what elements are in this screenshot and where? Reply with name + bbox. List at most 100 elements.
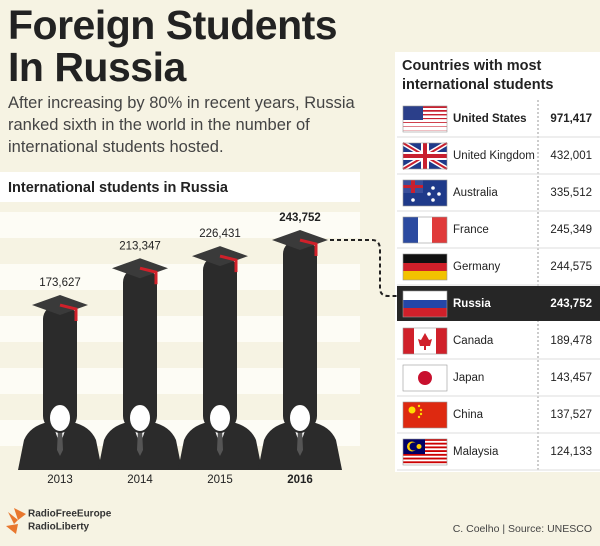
country-name: United Kingdom: [453, 150, 535, 162]
flag-part: [417, 415, 421, 419]
flag-part: [419, 408, 423, 412]
flag-part: [418, 371, 432, 385]
student-count: 244,575: [550, 261, 592, 273]
flag-border: [402, 142, 448, 170]
student-count: 971,417: [550, 113, 592, 125]
table-title: Countries with most international studen…: [402, 58, 554, 93]
value-label: 243,752: [279, 212, 321, 224]
subtitle: After increasing by 80% in recent years,…: [8, 94, 355, 156]
flag-part: [403, 254, 447, 263]
tassel: [299, 238, 318, 257]
flag-part: [403, 263, 447, 271]
value-label: 226,431: [199, 228, 241, 240]
face: [48, 403, 72, 433]
table-row: Australia 335,512: [397, 179, 600, 212]
tie: [217, 428, 223, 456]
flag: [403, 217, 447, 243]
table-row: France 245,349: [397, 216, 600, 249]
flag: [403, 365, 447, 391]
flag-part: [431, 186, 435, 190]
flag-part: [403, 461, 447, 464]
table-row: United States 971,417: [397, 105, 600, 138]
tassel: [139, 266, 158, 285]
flag-part: [403, 402, 447, 428]
table-row: Canada 189,478: [397, 327, 600, 360]
flag: [403, 180, 447, 206]
chart-title: International students in Russia: [8, 180, 229, 196]
flag-border: [402, 216, 448, 244]
logo-text: RadioLiberty: [28, 522, 90, 533]
bar: [283, 240, 317, 430]
country-name: Canada: [453, 335, 494, 347]
x-tick-label: 2014: [127, 474, 153, 486]
country-name: China: [453, 409, 484, 421]
flag-part: [418, 333, 432, 350]
flag-border: [402, 401, 448, 429]
face: [128, 403, 152, 433]
flag-part: [403, 185, 423, 188]
flag: [403, 402, 447, 428]
flag-part: [408, 406, 416, 414]
flag-part: [403, 124, 447, 126]
flag-part: [403, 128, 447, 130]
bar: [43, 305, 77, 430]
chart-title-band: [0, 172, 360, 202]
flag-part: [409, 442, 418, 451]
x-tick-label: 2013: [47, 474, 73, 486]
flag: [403, 291, 447, 317]
flag-part: [403, 106, 447, 108]
flag-part: [403, 109, 447, 112]
flag-part: [432, 217, 447, 243]
flag-border: [402, 179, 448, 207]
flag: [403, 328, 447, 354]
student-count: 245,349: [550, 224, 592, 236]
flag: [403, 439, 447, 465]
flag-border: [402, 105, 448, 133]
flag-part: [403, 113, 447, 116]
value-label: 173,627: [39, 277, 81, 289]
x-tick-label: 2016: [287, 474, 313, 486]
student-count: 124,133: [550, 446, 592, 458]
value-label: 213,347: [119, 240, 161, 252]
flag-part: [436, 328, 447, 354]
tie: [137, 428, 143, 456]
credit: C. Coelho | Source: UNESCO: [453, 523, 592, 535]
flag-part: [403, 120, 447, 122]
table-row: United Kingdom 432,001: [397, 140, 600, 175]
country-name: Germany: [453, 261, 501, 273]
flag-part: [403, 453, 447, 456]
logo-text: RadioFreeEurope: [28, 509, 112, 520]
bar: [203, 256, 237, 430]
table-row: Russia 243,752: [397, 286, 600, 321]
flag-part: [418, 217, 432, 243]
student-count: 335,512: [550, 187, 592, 199]
flag-part: [403, 308, 447, 317]
flag-part: [403, 117, 447, 120]
table-row: China 137,527: [397, 401, 600, 434]
table-row: Malaysia 124,133: [397, 438, 600, 471]
table-row: Japan 143,457: [397, 364, 600, 397]
student-count: 143,457: [550, 372, 592, 384]
country-name: Russia: [453, 298, 491, 310]
flag: [403, 106, 447, 131]
flag-border: [402, 438, 448, 466]
logo-icon: [6, 508, 26, 534]
tie: [297, 428, 303, 456]
flag-part: [403, 457, 447, 460]
flag-part: [403, 108, 447, 110]
flag-part: [431, 198, 435, 202]
title: Foreign Students In Russia: [8, 2, 338, 90]
flag-part: [403, 112, 447, 114]
student-count: 243,752: [550, 298, 592, 310]
tassel: [219, 254, 238, 273]
tassel: [59, 303, 78, 322]
student-count: 137,527: [550, 409, 592, 421]
flag-part: [437, 192, 441, 196]
flag-part: [403, 154, 447, 158]
flag-part: [427, 192, 431, 196]
student-count: 189,478: [550, 335, 592, 347]
flag-part: [403, 300, 447, 308]
country-name: France: [453, 224, 489, 236]
flag-part: [403, 328, 414, 354]
bar: [123, 268, 157, 430]
